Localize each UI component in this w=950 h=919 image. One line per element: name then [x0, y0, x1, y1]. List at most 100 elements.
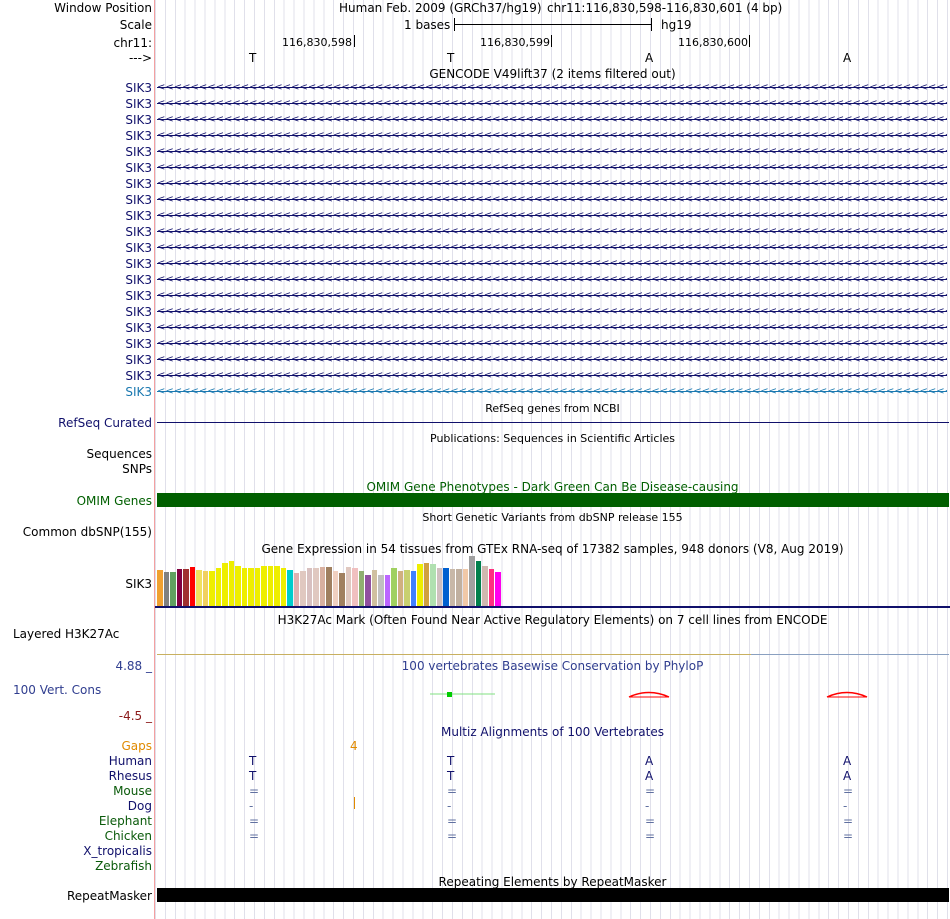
gtex-tissue-bar[interactable] [287, 570, 293, 606]
gencode-gene-track[interactable]: <<<<<<<<<<<<<<<<<<<<<<<<<<<<<<<<<<<<<<<<… [157, 112, 947, 128]
gtex-tissue-bar[interactable] [365, 575, 371, 606]
species-label[interactable]: X_tropicalis [83, 844, 152, 858]
gtex-tissue-bar[interactable] [352, 568, 358, 606]
gtex-tissue-bar[interactable] [397, 571, 403, 606]
gtex-tissue-bar[interactable] [475, 561, 481, 606]
gaps-label[interactable]: Gaps [121, 739, 152, 753]
gencode-gene-label[interactable]: SIK3 [125, 97, 152, 111]
gencode-gene-label[interactable]: SIK3 [125, 289, 152, 303]
gencode-gene-label[interactable]: SIK3 [125, 257, 152, 271]
gtex-tissue-bar[interactable] [430, 564, 436, 606]
gencode-gene-track[interactable]: <<<<<<<<<<<<<<<<<<<<<<<<<<<<<<<<<<<<<<<<… [157, 176, 947, 192]
omim-bar[interactable] [157, 493, 949, 507]
gtex-tissue-bar[interactable] [378, 575, 384, 606]
gencode-gene-label[interactable]: SIK3 [125, 273, 152, 287]
gtex-tissue-bar[interactable] [163, 572, 169, 606]
gtex-tissue-bar[interactable] [391, 568, 397, 606]
gencode-gene-label[interactable]: SIK3 [125, 209, 152, 223]
gencode-gene-track[interactable]: <<<<<<<<<<<<<<<<<<<<<<<<<<<<<<<<<<<<<<<<… [157, 368, 947, 384]
gtex-tissue-bar[interactable] [228, 561, 234, 606]
gtex-tissue-bar[interactable] [196, 570, 202, 606]
phylop-chart[interactable] [155, 686, 950, 702]
gtex-tissue-bar[interactable] [176, 569, 182, 606]
gtex-tissue-bar[interactable] [254, 568, 260, 606]
gtex-tissue-bar[interactable] [495, 572, 501, 606]
gencode-gene-label[interactable]: SIK3 [125, 369, 152, 383]
gtex-tissue-bar[interactable] [326, 567, 332, 606]
gencode-gene-track[interactable]: <<<<<<<<<<<<<<<<<<<<<<<<<<<<<<<<<<<<<<<<… [157, 256, 947, 272]
gencode-gene-label[interactable]: SIK3 [125, 225, 152, 239]
gencode-gene-track[interactable]: <<<<<<<<<<<<<<<<<<<<<<<<<<<<<<<<<<<<<<<<… [157, 144, 947, 160]
gtex-tissue-bar[interactable] [482, 566, 488, 606]
gtex-tissue-bar[interactable] [443, 568, 449, 606]
gtex-tissue-bar[interactable] [222, 563, 228, 606]
gencode-gene-label[interactable]: SIK3 [125, 241, 152, 255]
gencode-gene-label[interactable]: SIK3 [125, 193, 152, 207]
gtex-tissue-bar[interactable] [404, 570, 410, 606]
species-label[interactable]: Chicken [104, 829, 152, 843]
gtex-tissue-bar[interactable] [293, 573, 299, 606]
gencode-gene-label[interactable]: SIK3 [125, 145, 152, 159]
gtex-tissue-bar[interactable] [417, 564, 423, 606]
gtex-tissue-bar[interactable] [345, 567, 351, 606]
gtex-tissue-bar[interactable] [339, 573, 345, 606]
gencode-gene-label[interactable]: SIK3 [125, 81, 152, 95]
gtex-tissue-bar[interactable] [332, 571, 338, 606]
gtex-tissue-bar[interactable] [358, 571, 364, 606]
species-label[interactable]: Zebrafish [95, 859, 152, 873]
gtex-tissue-bar[interactable] [384, 575, 390, 606]
repeatmasker-label[interactable]: RepeatMasker [66, 889, 152, 903]
gencode-gene-label[interactable]: SIK3 [125, 353, 152, 367]
gencode-gene-track[interactable]: <<<<<<<<<<<<<<<<<<<<<<<<<<<<<<<<<<<<<<<<… [157, 336, 947, 352]
gencode-gene-track[interactable]: <<<<<<<<<<<<<<<<<<<<<<<<<<<<<<<<<<<<<<<<… [157, 352, 947, 368]
gtex-tissue-bar[interactable] [488, 569, 494, 606]
species-label[interactable]: Human [108, 754, 152, 768]
gtex-tissue-bar[interactable] [469, 556, 475, 606]
snps-label[interactable]: SNPs [122, 462, 152, 476]
gencode-gene-track[interactable]: <<<<<<<<<<<<<<<<<<<<<<<<<<<<<<<<<<<<<<<<… [157, 320, 947, 336]
gtex-tissue-bar[interactable] [215, 568, 221, 606]
gtex-tissue-bar[interactable] [423, 563, 429, 606]
gencode-gene-track[interactable]: <<<<<<<<<<<<<<<<<<<<<<<<<<<<<<<<<<<<<<<<… [157, 160, 947, 176]
gencode-gene-track[interactable]: <<<<<<<<<<<<<<<<<<<<<<<<<<<<<<<<<<<<<<<<… [157, 224, 947, 240]
gtex-tissue-bar[interactable] [280, 568, 286, 606]
gencode-gene-track[interactable]: <<<<<<<<<<<<<<<<<<<<<<<<<<<<<<<<<<<<<<<<… [157, 288, 947, 304]
gencode-gene-label[interactable]: SIK3 [125, 113, 152, 127]
gencode-gene-label[interactable]: SIK3 [125, 177, 152, 191]
gencode-gene-label[interactable]: SIK3 [125, 385, 152, 399]
gtex-tissue-bar[interactable] [300, 571, 306, 606]
gtex-chart[interactable] [157, 556, 557, 606]
species-label[interactable]: Mouse [113, 784, 152, 798]
sequences-label[interactable]: Sequences [86, 447, 152, 461]
gtex-tissue-bar[interactable] [241, 568, 247, 606]
gencode-gene-track[interactable]: <<<<<<<<<<<<<<<<<<<<<<<<<<<<<<<<<<<<<<<<… [157, 96, 947, 112]
gtex-tissue-bar[interactable] [319, 567, 325, 606]
refseq-label[interactable]: RefSeq Curated [58, 416, 152, 430]
gencode-gene-track[interactable]: <<<<<<<<<<<<<<<<<<<<<<<<<<<<<<<<<<<<<<<<… [157, 384, 947, 400]
gtex-tissue-bar[interactable] [449, 569, 455, 606]
gencode-gene-track[interactable]: <<<<<<<<<<<<<<<<<<<<<<<<<<<<<<<<<<<<<<<<… [157, 192, 947, 208]
refseq-gene-line[interactable] [157, 422, 949, 423]
h3k27ac-label[interactable]: Layered H3K27Ac [13, 627, 120, 641]
species-label[interactable]: Dog [127, 799, 152, 813]
omim-label[interactable]: OMIM Genes [76, 494, 152, 508]
gtex-tissue-bar[interactable] [157, 570, 163, 606]
gtex-tissue-bar[interactable] [371, 570, 377, 606]
gencode-gene-label[interactable]: SIK3 [125, 321, 152, 335]
gtex-tissue-bar[interactable] [462, 569, 468, 606]
gencode-gene-track[interactable]: <<<<<<<<<<<<<<<<<<<<<<<<<<<<<<<<<<<<<<<<… [157, 208, 947, 224]
gencode-gene-label[interactable]: SIK3 [125, 305, 152, 319]
gtex-tissue-bar[interactable] [209, 571, 215, 606]
gencode-gene-label[interactable]: SIK3 [125, 161, 152, 175]
gtex-tissue-bar[interactable] [274, 566, 280, 606]
species-label[interactable]: Elephant [98, 814, 152, 828]
gtex-tissue-bar[interactable] [306, 568, 312, 606]
gtex-tissue-bar[interactable] [313, 568, 319, 606]
gtex-tissue-bar[interactable] [248, 568, 254, 606]
species-label[interactable]: Rhesus [108, 769, 152, 783]
gtex-tissue-bar[interactable] [267, 566, 273, 606]
gtex-tissue-bar[interactable] [410, 571, 416, 606]
gtex-tissue-bar[interactable] [235, 566, 241, 606]
gencode-gene-track[interactable]: <<<<<<<<<<<<<<<<<<<<<<<<<<<<<<<<<<<<<<<<… [157, 304, 947, 320]
gencode-gene-track[interactable]: <<<<<<<<<<<<<<<<<<<<<<<<<<<<<<<<<<<<<<<<… [157, 80, 947, 96]
